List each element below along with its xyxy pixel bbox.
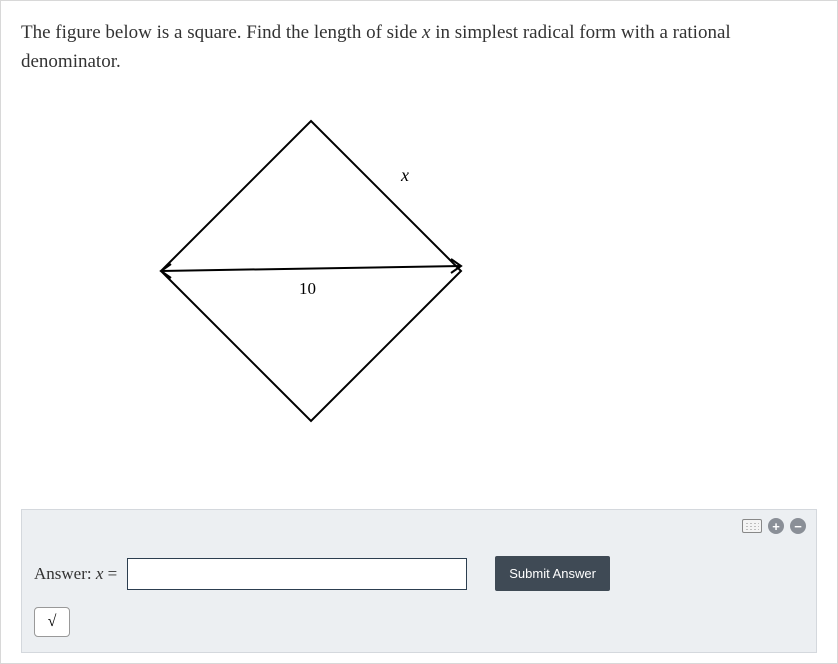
sqrt-button[interactable]: √ <box>34 607 70 637</box>
plus-glyph: + <box>772 520 780 533</box>
answer-row: Answer: x = Submit Answer <box>34 556 804 591</box>
answer-equals: = <box>103 564 117 583</box>
square-diagram: x 10 <box>151 116 491 446</box>
answer-label: Answer: x = <box>34 564 117 584</box>
answer-panel: + − Answer: x = Submit Answer √ <box>21 509 817 653</box>
minus-glyph: − <box>794 520 802 533</box>
diagonal-line <box>161 266 461 271</box>
problem-container: The figure below is a square. Find the l… <box>0 0 838 664</box>
problem-statement: The figure below is a square. Find the l… <box>1 1 837 86</box>
problem-text-before: The figure below is a square. Find the l… <box>21 22 422 43</box>
zoom-out-icon[interactable]: − <box>790 518 806 534</box>
answer-input[interactable] <box>127 558 467 590</box>
diagonal-label-10: 10 <box>299 279 316 298</box>
figure-area: x 10 <box>1 86 837 451</box>
answer-prefix: Answer: <box>34 564 96 583</box>
keyboard-icon[interactable] <box>742 519 762 533</box>
submit-answer-button[interactable]: Submit Answer <box>495 556 610 591</box>
toolbar: + − <box>742 518 806 534</box>
sqrt-icon: √ <box>48 613 57 631</box>
zoom-in-icon[interactable]: + <box>768 518 784 534</box>
side-label-x: x <box>400 165 409 185</box>
